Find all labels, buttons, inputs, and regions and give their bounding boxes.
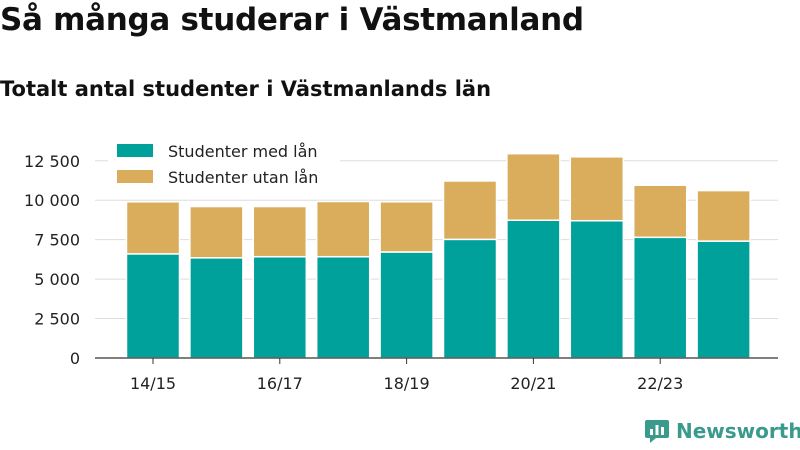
bars	[125, 152, 751, 359]
legend-label-without-loan: Studenter utan lån	[168, 168, 318, 187]
legend-swatch-with-loan	[117, 144, 153, 157]
bar-without-loan	[315, 200, 371, 258]
bar-with-loan	[506, 219, 561, 359]
bar-with-loan	[315, 255, 371, 359]
x-tick-label: 22/23	[637, 374, 683, 393]
bar-without-loan	[252, 205, 308, 258]
y-tick-label: 7 500	[34, 231, 80, 250]
bar-with-loan	[442, 238, 498, 359]
bar-without-loan	[506, 152, 561, 222]
bar-without-loan	[379, 201, 434, 253]
bar-chart-logo-icon	[645, 420, 669, 443]
bar-with-loan	[632, 236, 688, 359]
brand-logo: Newsworthy	[644, 418, 800, 444]
bar-without-loan	[696, 189, 751, 242]
bar-with-loan	[125, 253, 181, 359]
bar-without-loan	[189, 205, 244, 259]
y-tick-label: 12 500	[24, 152, 80, 171]
brand-name: Newsworthy	[676, 419, 800, 443]
bar-with-loan	[189, 257, 244, 359]
bar-without-loan	[125, 201, 181, 255]
x-tick-label: 16/17	[257, 374, 303, 393]
bar-with-loan	[569, 219, 625, 359]
bar-without-loan	[442, 180, 498, 241]
x-tick-label: 18/19	[384, 374, 430, 393]
bar-with-loan	[252, 255, 308, 359]
bar-with-loan	[379, 251, 434, 359]
x-tick-label: 14/15	[130, 374, 176, 393]
chart-subtitle: Totalt antal studenter i Västmanlands lä…	[0, 77, 492, 101]
bar-with-loan	[696, 240, 751, 359]
y-tick-label: 2 500	[34, 310, 80, 329]
bar-without-loan	[632, 184, 688, 239]
legend: Studenter med lån Studenter utan lån	[108, 136, 340, 192]
y-tick-label: 5 000	[34, 270, 80, 289]
x-tick-label: 20/21	[510, 374, 556, 393]
chart-title: Så många studerar i Västmanland	[0, 2, 584, 38]
legend-label-with-loan: Studenter med lån	[168, 142, 318, 161]
y-tick-label: 10 000	[24, 191, 80, 210]
legend-swatch-without-loan	[117, 170, 153, 183]
y-tick-label: 0	[70, 349, 80, 368]
axes: 0 2 500 5 000 7 500 10 000 12 500 14/15 16/17 18…	[24, 152, 778, 393]
bar-without-loan	[569, 156, 625, 222]
